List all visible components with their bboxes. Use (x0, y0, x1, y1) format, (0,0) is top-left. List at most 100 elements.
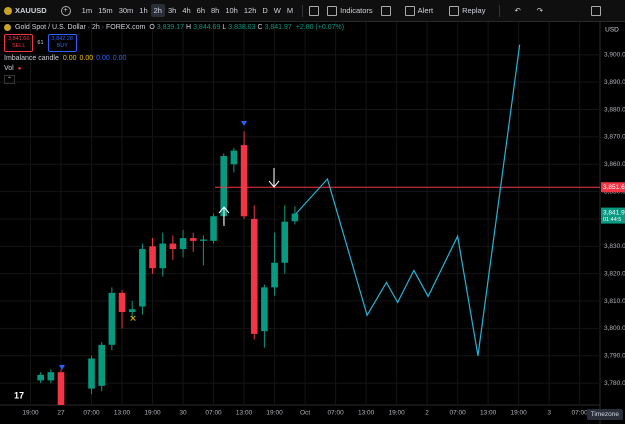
interval-button[interactable]: 12h (243, 6, 257, 15)
interval-button[interactable]: 4h (182, 6, 191, 15)
candle-body (291, 213, 299, 222)
vol: Vol (4, 65, 14, 72)
buy-label: BUY (56, 43, 68, 49)
vol-row: Vol ● (4, 65, 344, 72)
symbol: XAUUSD (15, 6, 47, 15)
ohlc: O 3,839.17 H 3,844.69 L 3,838.03 C 3,841.97 (149, 24, 291, 31)
interval-button[interactable]: 6h (196, 6, 205, 15)
candle-body (128, 309, 136, 312)
icon (449, 5, 460, 16)
candle-body (261, 287, 268, 332)
interval-button[interactable]: 15m (98, 6, 113, 15)
timezone-button[interactable]: Timezone (586, 409, 623, 420)
legend-title-row: Gold Spot / U.S. Dollar · 2h · FOREX.com… (4, 24, 344, 31)
interval-button[interactable]: 3h (167, 6, 177, 15)
layout-button[interactable] (380, 5, 391, 16)
ohlc-key: C (257, 24, 263, 31)
chart-type-button[interactable] (309, 5, 320, 16)
arrow (218, 206, 230, 226)
y-tick-label: 3,780.00 (604, 380, 625, 387)
y-tick-label: 3,810.00 (604, 298, 625, 305)
x-tick-label: 3 (547, 410, 551, 417)
x-tick-label: 19:00 (266, 410, 283, 417)
buy-button[interactable]: 3,842.28 BUY (47, 34, 77, 52)
sell-label: SELL (11, 43, 26, 49)
interval-button[interactable]: 1h (139, 6, 148, 15)
candle-body (220, 156, 228, 217)
interval-button[interactable]: D (262, 6, 268, 15)
indicator-value: 0.00 (96, 55, 110, 62)
indicator-value: 0.00 (79, 55, 94, 62)
candle-body (250, 218, 258, 334)
x-tick-label: 07:00 (83, 410, 100, 417)
y-tick-label: 3,790.00 (604, 352, 625, 359)
compare-button[interactable]: + (60, 5, 71, 16)
separator (302, 4, 304, 17)
replay-button[interactable]: Replay (449, 5, 486, 16)
arrow (268, 168, 280, 188)
y-tick-label: 3,860.00 (604, 161, 625, 168)
symbol-icon (4, 24, 11, 31)
x-tick-label: 07:00 (205, 410, 222, 417)
fullscreen-button[interactable] (591, 5, 602, 16)
candle-body (179, 238, 187, 250)
y-tick-label: 3,880.00 (604, 106, 625, 113)
x-tick-label: 07:00 (327, 410, 344, 417)
y-tick-label: 3,800.00 (604, 325, 625, 332)
sell-price: 3,841.66 (8, 36, 30, 42)
y-tick-label: 3,820.00 (604, 270, 625, 277)
ohlc-value: 3,844.69 (193, 24, 221, 31)
x-tick-label: 19:00 (511, 410, 528, 417)
spread: 61 (37, 40, 44, 46)
candle-body (230, 150, 238, 165)
marker (59, 365, 65, 370)
indicators-button[interactable]: Indicators (327, 5, 373, 16)
sell-button[interactable]: 3,841.66 SELL (4, 34, 34, 52)
ohlc-value: 3,841.97 (264, 24, 292, 31)
last-price-box (601, 207, 625, 224)
redo-button[interactable]: ↷ (536, 6, 544, 15)
interval-button[interactable]: 8h (211, 6, 220, 15)
legend: Gold Spot / U.S. Dollar · 2h · FOREX.com… (4, 24, 344, 87)
separator (499, 4, 501, 17)
alert-button[interactable]: Alert (404, 5, 434, 16)
interval-button[interactable]: 2h (150, 4, 165, 17)
indicator-name: Imbalance candle (4, 55, 59, 62)
interval-button[interactable]: 30m (118, 6, 134, 15)
y-tick-label: 3,870.00 (604, 134, 625, 141)
interval-button[interactable]: M (286, 6, 294, 15)
label: Alert (417, 6, 434, 15)
interval-button[interactable]: 10h (225, 6, 238, 15)
ohlc-value: 3,839.17 (156, 24, 185, 31)
interval-button[interactable]: W (273, 6, 281, 15)
undo-button[interactable]: ↶ (514, 6, 521, 15)
last-price: 3,841.97 (603, 209, 625, 216)
x-tick-label: 13:00 (114, 410, 131, 417)
candle-body (149, 246, 156, 269)
candle-body (88, 358, 95, 389)
label: Indicators (340, 6, 373, 15)
x-tick-label: Oct (300, 410, 310, 417)
x-tick-label: 2 (425, 410, 429, 417)
marker (241, 121, 247, 126)
candle-body (240, 145, 248, 217)
currency: USD (605, 27, 619, 34)
candle-body (169, 243, 177, 250)
level-label: 3,851.6 (603, 184, 625, 191)
level-label-box (601, 182, 625, 193)
candle-body (57, 372, 65, 405)
candle-body (108, 292, 116, 345)
label: Replay (462, 6, 486, 15)
candle-body (281, 221, 289, 263)
candle-body (271, 262, 278, 288)
projection-line (295, 44, 521, 356)
collapse[interactable]: ⌃ (4, 75, 15, 84)
candle-body (200, 239, 207, 241)
candle-body (98, 344, 105, 386)
ohlc-key: L (222, 24, 227, 31)
interval-button[interactable]: 1m (81, 6, 93, 15)
indicator-value: 0.00 (112, 55, 127, 62)
symbol-button[interactable]: XAUUSD (4, 6, 47, 15)
